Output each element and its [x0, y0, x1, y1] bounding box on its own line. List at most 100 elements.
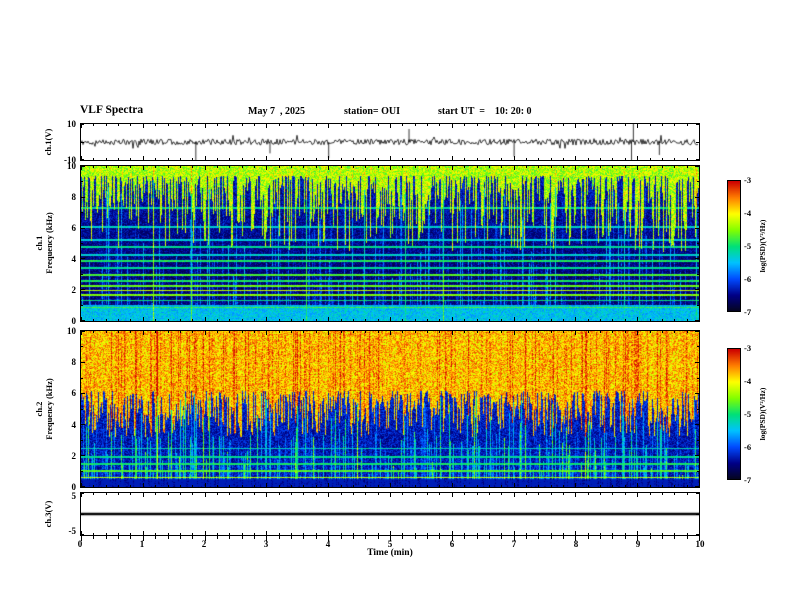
ch1-spec-ytick: 8	[71, 192, 77, 202]
tick-mark	[81, 124, 84, 125]
tick-mark	[93, 493, 94, 495]
tick-mark	[81, 243, 83, 244]
tick-mark	[699, 493, 700, 497]
tick-mark	[662, 331, 663, 333]
tick-mark	[279, 536, 280, 539]
tick-mark	[81, 305, 83, 306]
tick-mark	[81, 228, 85, 229]
tick-mark	[612, 166, 613, 168]
tick-mark	[662, 536, 663, 539]
tick-mark	[464, 533, 465, 535]
tick-mark	[217, 533, 218, 535]
ch1-colorbar	[727, 180, 741, 312]
tick-mark	[538, 485, 539, 487]
tick-mark	[563, 536, 564, 539]
ch3-ytick: 5	[71, 491, 77, 501]
tick-mark	[217, 319, 218, 321]
tick-mark	[279, 124, 280, 126]
tick-mark	[365, 485, 366, 487]
x-tick-label: 9	[635, 539, 641, 549]
tick-mark	[588, 166, 589, 168]
tick-mark	[696, 514, 699, 515]
tick-mark	[205, 166, 206, 170]
tick-mark	[106, 166, 107, 168]
tick-mark	[637, 331, 638, 335]
tick-mark	[242, 158, 243, 160]
start-ut-label: start UT = 10: 20: 0	[438, 106, 532, 117]
tick-mark	[353, 158, 354, 160]
tick-mark	[563, 319, 564, 321]
ch2-spec-ytick: 4	[71, 420, 77, 430]
tick-mark	[291, 158, 292, 160]
tick-mark	[254, 536, 255, 539]
tick-mark	[143, 493, 144, 497]
colorbar1-tick-label: -4	[744, 208, 752, 218]
tick-mark	[697, 409, 699, 410]
tick-mark	[229, 485, 230, 487]
tick-mark	[674, 319, 675, 321]
ch2-colorbar	[727, 348, 741, 480]
tick-mark	[687, 493, 688, 495]
tick-mark	[155, 331, 156, 333]
ch2-spec-label-line1: ch.2	[34, 401, 44, 417]
tick-mark	[155, 158, 156, 160]
tick-mark	[674, 485, 675, 487]
tick-mark	[501, 319, 502, 321]
tick-mark	[489, 536, 490, 539]
ch1-spec-ytick: 6	[71, 223, 77, 233]
tick-mark	[341, 493, 342, 495]
ch1-spec-ytick: 10	[67, 161, 76, 171]
tick-mark	[696, 124, 699, 125]
tick-mark	[106, 493, 107, 495]
tick-mark	[130, 124, 131, 126]
tick-mark	[229, 493, 230, 495]
ch1-spec-label-line1: ch.1	[34, 235, 44, 251]
tick-mark	[625, 158, 626, 160]
tick-mark	[106, 536, 107, 539]
tick-mark	[316, 166, 317, 168]
tick-mark	[489, 331, 490, 333]
tick-mark	[217, 493, 218, 495]
tick-mark	[242, 533, 243, 535]
tick-mark	[303, 331, 304, 333]
tick-mark	[464, 319, 465, 321]
tick-mark	[130, 533, 131, 535]
tick-mark	[695, 486, 699, 487]
tick-mark	[489, 319, 490, 321]
tick-mark	[242, 493, 243, 495]
tick-mark	[563, 124, 564, 126]
tick-mark	[489, 533, 490, 535]
tick-mark	[81, 212, 83, 213]
tick-mark	[699, 317, 700, 321]
tick-mark	[674, 493, 675, 495]
ch1-spectrogram-axis-label: ch.1 Frequency (kHz)	[34, 212, 54, 273]
tick-mark	[254, 533, 255, 535]
tick-mark	[93, 533, 94, 535]
tick-mark	[328, 166, 329, 170]
tick-mark	[464, 124, 465, 126]
colorbar1-tick-label: -3	[744, 175, 752, 185]
tick-mark	[697, 305, 699, 306]
tick-mark	[180, 124, 181, 126]
tick-mark	[697, 181, 699, 182]
ch3-trace-canvas	[81, 493, 699, 535]
tick-mark	[514, 536, 515, 541]
tick-mark	[254, 319, 255, 321]
tick-mark	[612, 485, 613, 487]
tick-mark	[93, 166, 94, 168]
colorbar2-tick-label: -4	[744, 376, 752, 386]
tick-mark	[427, 124, 428, 126]
tick-mark	[81, 378, 83, 379]
tick-mark	[106, 124, 107, 126]
tick-mark	[93, 158, 94, 160]
tick-mark	[551, 485, 552, 487]
tick-mark	[180, 166, 181, 168]
tick-mark	[637, 536, 638, 541]
tick-mark	[695, 393, 699, 394]
tick-mark	[501, 166, 502, 168]
tick-mark	[229, 124, 230, 126]
x-tick-label: 10	[695, 539, 705, 549]
tick-mark	[662, 158, 663, 160]
tick-mark	[168, 124, 169, 126]
tick-mark	[402, 485, 403, 487]
